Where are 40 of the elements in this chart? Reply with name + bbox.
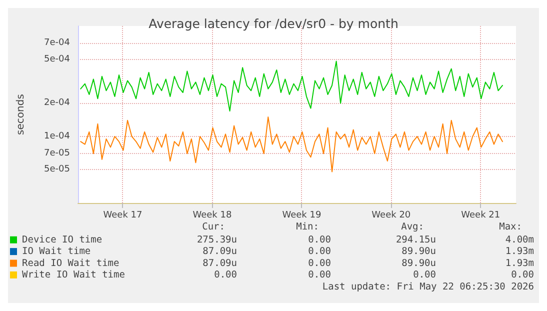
text: 89.90u xyxy=(402,246,436,258)
chart-title: Average latency for /dev/sr0 - by month xyxy=(148,16,398,31)
x-tick-label: Week 20 xyxy=(372,210,411,220)
text: 1.93m xyxy=(505,258,534,269)
text: Avg: xyxy=(401,222,424,232)
line-series xyxy=(80,60,503,112)
text: 0.00 xyxy=(308,234,332,246)
legend-label: Read IO Wait time xyxy=(22,258,120,269)
text: 1.93m xyxy=(505,246,534,258)
y-tick-label: 7e-04 xyxy=(44,38,70,48)
x-tick-label: Week 17 xyxy=(103,210,142,220)
x-tick-label: Week 19 xyxy=(282,210,322,220)
legend-label: Write IO Wait time xyxy=(22,269,126,280)
y-axis-title: seconds xyxy=(16,94,26,135)
text: 87.09u xyxy=(202,246,237,258)
text: 89.90u xyxy=(402,258,436,269)
line-series xyxy=(80,116,503,172)
text: 0.00 xyxy=(214,270,238,281)
text: 275.39u xyxy=(196,234,237,246)
legend-label: Device IO time xyxy=(22,234,102,246)
text: 0.00 xyxy=(511,270,534,281)
text: Cur: xyxy=(202,222,225,232)
text: Min: xyxy=(296,222,319,232)
text: 87.09u xyxy=(202,258,237,269)
y-tick-label: 1e-04 xyxy=(44,131,70,142)
text: 4.00m xyxy=(505,234,534,246)
text: Last update: Fri May 22 06:25:30 2026 xyxy=(322,282,534,292)
y-tick-label: 5e-05 xyxy=(44,164,70,175)
x-tick-label: Week 18 xyxy=(192,210,232,220)
text: 0.00 xyxy=(308,270,332,281)
y-tick-label: 2e-04 xyxy=(44,98,70,108)
text: Max: xyxy=(499,222,522,232)
text: 0.00 xyxy=(308,258,332,269)
y-tick-label: 5e-04 xyxy=(44,54,70,64)
text: 294.15u xyxy=(396,234,436,246)
y-tick-label: 7e-05 xyxy=(44,148,70,159)
text: 0.00 xyxy=(413,270,436,281)
text: 0.00 xyxy=(308,246,332,258)
legend-label: IO Wait time xyxy=(22,246,91,258)
x-tick-label: Week 21 xyxy=(461,210,500,220)
